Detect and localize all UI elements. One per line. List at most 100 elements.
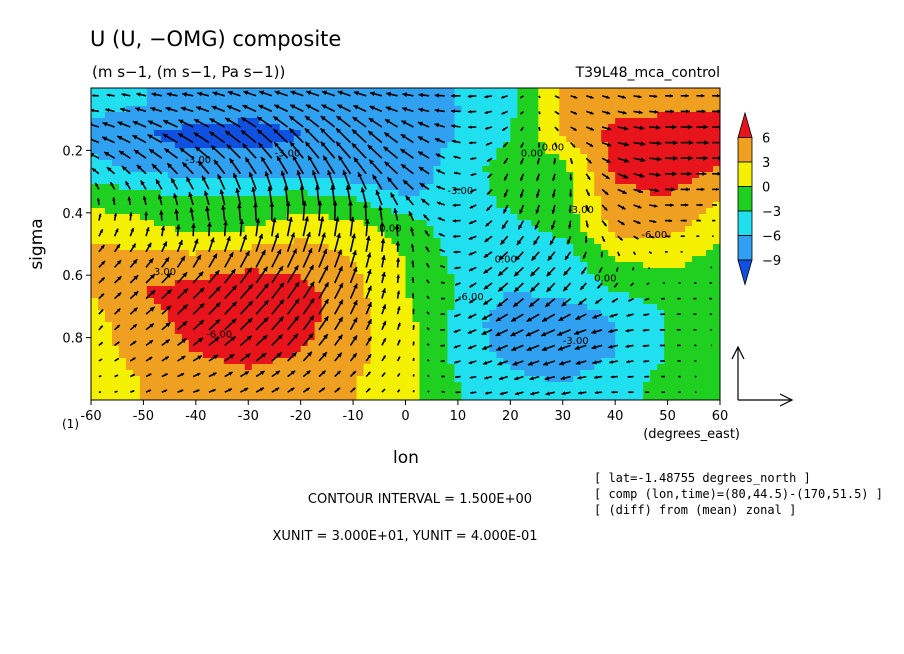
field-cell: [195, 328, 204, 335]
field-cell: [419, 340, 428, 347]
field-cell: [405, 382, 414, 389]
field-cell: [636, 292, 644, 299]
field-cell: [566, 178, 574, 185]
field-cell: [160, 370, 169, 377]
field-cell: [258, 322, 267, 329]
vector-arrow: [680, 94, 689, 98]
field-cell: [370, 106, 379, 113]
field-cell: [692, 334, 700, 341]
field-cell: [426, 136, 435, 143]
vector-arrow: [386, 91, 398, 97]
field-cell: [440, 376, 449, 383]
field-cell: [461, 172, 469, 179]
field-cell: [454, 394, 463, 400]
field-cell: [139, 286, 148, 293]
vector-arrow: [289, 104, 304, 113]
vector-arrow: [314, 185, 320, 206]
field-cell: [671, 280, 679, 287]
vector-arrow: [383, 131, 399, 144]
field-cell: [384, 244, 393, 251]
field-cell: [412, 88, 421, 95]
field-cell: [349, 184, 358, 191]
field-cell: [433, 394, 442, 400]
field-cell: [524, 94, 532, 101]
field-cell: [643, 238, 651, 245]
vector-arrow: [322, 155, 336, 175]
field-cell: [391, 166, 400, 173]
field-cell: [664, 112, 672, 119]
field-cell: [559, 118, 567, 125]
field-cell: [713, 286, 720, 293]
field-cell: [153, 322, 162, 329]
field-cell: [657, 136, 665, 143]
field-cell: [594, 340, 602, 347]
field-cell: [566, 106, 574, 113]
field-cell: [447, 172, 456, 179]
field-cell: [412, 94, 421, 101]
field-cell: [391, 136, 400, 143]
field-cell: [363, 178, 372, 185]
vector-arrow: [209, 131, 226, 144]
field-cell: [657, 118, 665, 125]
field-cell: [202, 304, 211, 311]
field-cell: [307, 112, 316, 119]
field-cell: [104, 220, 113, 227]
field-cell: [328, 382, 337, 389]
field-cell: [118, 364, 127, 371]
field-cell: [552, 340, 560, 347]
field-cell: [559, 304, 567, 311]
field-cell: [188, 262, 197, 269]
field-cell: [594, 118, 602, 125]
field-cell: [524, 142, 532, 149]
field-cell: [160, 106, 169, 113]
field-cell: [146, 142, 155, 149]
field-cell: [181, 376, 190, 383]
field-cell: [454, 262, 463, 269]
field-cell: [377, 190, 386, 197]
field-cell: [307, 160, 316, 167]
field-cell: [440, 310, 449, 317]
field-cell: [405, 226, 414, 233]
field-cell: [314, 334, 323, 341]
vector-arrow: [242, 143, 257, 159]
field-cell: [118, 154, 127, 161]
field-cell: [412, 376, 421, 383]
field-cell: [566, 124, 574, 131]
vector-arrow: [256, 128, 273, 144]
field-cell: [314, 286, 323, 293]
vector-arrow: [418, 107, 430, 113]
vector-arrow: [434, 108, 445, 113]
field-cell: [146, 202, 155, 209]
field-cell: [538, 142, 546, 149]
field-cell: [342, 310, 351, 317]
field-cell: [489, 310, 497, 317]
field-cell: [272, 166, 281, 173]
field-cell: [202, 112, 211, 119]
field-cell: [566, 346, 574, 353]
field-cell: [391, 352, 400, 359]
field-cell: [475, 136, 483, 143]
field-cell: [342, 352, 351, 359]
field-cell: [454, 196, 463, 203]
field-cell: [664, 238, 672, 245]
field-cell: [188, 370, 197, 377]
field-cell: [657, 364, 665, 371]
field-cell: [468, 238, 476, 245]
field-cell: [160, 208, 169, 215]
field-cell: [104, 262, 113, 269]
field-cell: [517, 262, 525, 269]
field-cell: [363, 160, 372, 167]
field-cell: [251, 352, 260, 359]
field-cell: [188, 166, 197, 173]
field-cell: [230, 346, 239, 353]
field-cell: [97, 184, 106, 191]
field-cell: [195, 298, 204, 305]
field-cell: [538, 184, 546, 191]
field-cell: [307, 286, 316, 293]
field-cell: [475, 388, 483, 395]
field-cell: [419, 232, 428, 239]
field-cell: [321, 124, 330, 131]
field-cell: [153, 142, 162, 149]
field-cell: [342, 256, 351, 263]
field-cell: [489, 154, 497, 161]
